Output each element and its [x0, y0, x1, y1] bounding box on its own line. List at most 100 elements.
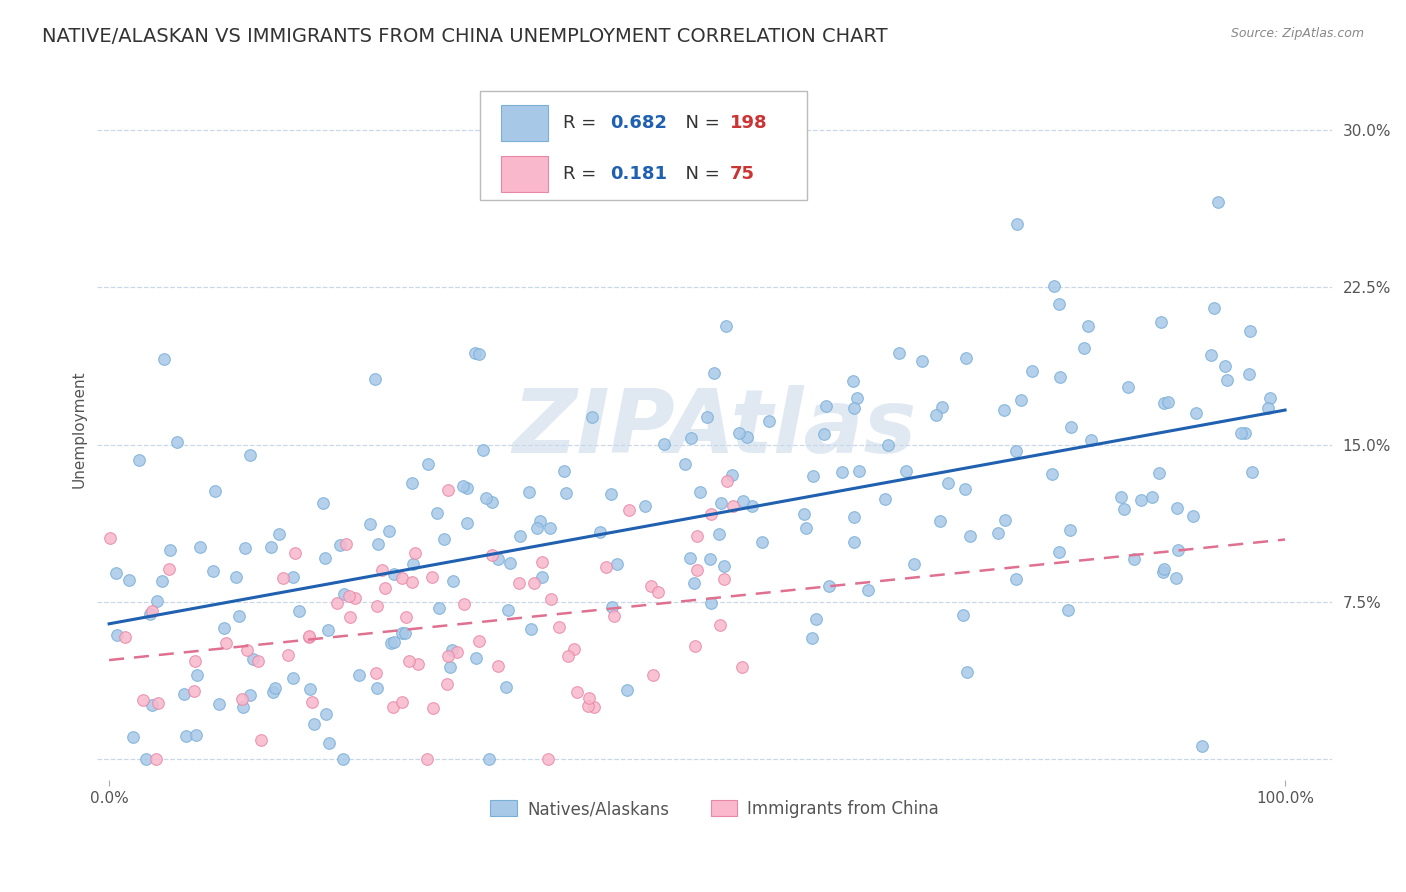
- Point: [429, 600, 451, 615]
- Point: [1216, 373, 1239, 387]
- Point: [436, 677, 458, 691]
- Point: [875, 492, 897, 507]
- Text: Source: ZipAtlas.com: Source: ZipAtlas.com: [1230, 27, 1364, 40]
- Point: [1047, 297, 1070, 311]
- Point: [1073, 341, 1095, 355]
- Point: [987, 525, 1010, 540]
- Point: [634, 499, 657, 513]
- Point: [889, 346, 911, 360]
- Point: [186, 668, 208, 682]
- Point: [583, 699, 606, 714]
- Point: [1049, 370, 1071, 384]
- Point: [730, 659, 752, 673]
- Point: [1258, 391, 1281, 405]
- Point: [686, 529, 709, 543]
- Point: [557, 648, 579, 663]
- Text: N =: N =: [673, 114, 725, 132]
- Point: [312, 496, 335, 510]
- Point: [318, 623, 340, 637]
- Point: [239, 448, 262, 462]
- Point: [679, 551, 702, 566]
- Point: [523, 576, 546, 591]
- Point: [508, 576, 530, 591]
- Point: [377, 524, 399, 539]
- Point: [846, 391, 869, 405]
- Point: [391, 694, 413, 708]
- Point: [654, 437, 676, 451]
- Point: [517, 485, 540, 500]
- Point: [366, 665, 388, 680]
- Point: [1057, 602, 1080, 616]
- Point: [581, 410, 603, 425]
- Point: [231, 692, 253, 706]
- Point: [436, 483, 458, 497]
- Point: [509, 529, 531, 543]
- Point: [225, 570, 247, 584]
- Point: [159, 542, 181, 557]
- Point: [281, 671, 304, 685]
- Point: [553, 464, 575, 478]
- Point: [475, 491, 498, 505]
- Point: [589, 524, 612, 539]
- Point: [696, 410, 718, 425]
- Point: [1213, 359, 1236, 374]
- Point: [1257, 401, 1279, 416]
- Point: [681, 431, 703, 445]
- Point: [105, 628, 128, 642]
- Point: [298, 629, 321, 643]
- Point: [713, 558, 735, 573]
- Point: [269, 526, 291, 541]
- Text: 198: 198: [730, 114, 768, 132]
- Point: [721, 467, 744, 482]
- Legend: Natives/Alaskans, Immigrants from China: Natives/Alaskans, Immigrants from China: [484, 793, 946, 825]
- Point: [468, 633, 491, 648]
- Point: [848, 464, 870, 478]
- Point: [1077, 319, 1099, 334]
- Point: [689, 484, 711, 499]
- Point: [1240, 465, 1263, 479]
- Point: [284, 546, 307, 560]
- Point: [114, 630, 136, 644]
- Point: [910, 353, 932, 368]
- Point: [1060, 419, 1083, 434]
- Point: [813, 427, 835, 442]
- Point: [395, 610, 418, 624]
- Point: [391, 570, 413, 584]
- Point: [741, 499, 763, 513]
- Text: 0.682: 0.682: [610, 114, 666, 132]
- Point: [1122, 552, 1144, 566]
- Point: [128, 453, 150, 467]
- Point: [398, 654, 420, 668]
- Point: [382, 635, 405, 649]
- Text: R =: R =: [562, 165, 602, 183]
- Point: [606, 558, 628, 572]
- Point: [548, 620, 571, 634]
- Text: N =: N =: [673, 165, 725, 183]
- Point: [439, 660, 461, 674]
- Point: [1005, 444, 1028, 458]
- Point: [453, 597, 475, 611]
- Point: [841, 374, 863, 388]
- Point: [138, 607, 160, 621]
- Point: [496, 602, 519, 616]
- Point: [441, 574, 464, 589]
- Point: [422, 700, 444, 714]
- Point: [793, 508, 815, 522]
- Point: [1152, 566, 1174, 580]
- Point: [228, 609, 250, 624]
- Point: [519, 623, 541, 637]
- Text: 75: 75: [730, 165, 755, 183]
- Point: [262, 685, 284, 699]
- Point: [1239, 324, 1261, 338]
- Point: [801, 469, 824, 483]
- Point: [831, 465, 853, 479]
- Point: [239, 688, 262, 702]
- Point: [104, 566, 127, 581]
- Point: [540, 591, 562, 606]
- Point: [371, 563, 394, 577]
- Point: [339, 610, 361, 624]
- Point: [247, 654, 270, 668]
- Point: [298, 682, 321, 697]
- Point: [1150, 315, 1173, 329]
- Point: [1166, 501, 1188, 516]
